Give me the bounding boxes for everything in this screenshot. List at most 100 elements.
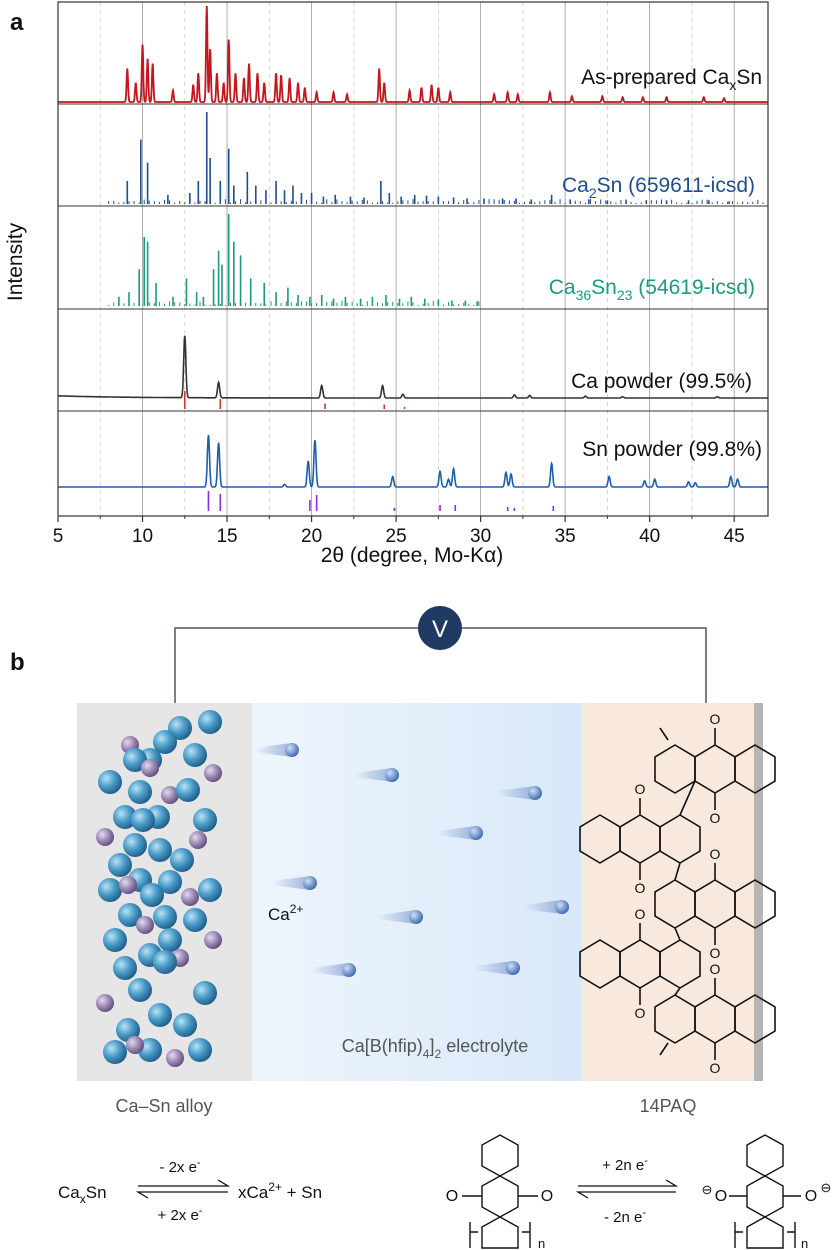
series-line [58,5,768,103]
ion-trail [311,963,349,977]
ion-trail [475,961,513,975]
sn-atom [113,805,137,829]
sn-atom [116,1018,140,1042]
voltmeter: V [418,606,462,650]
x-tick-label: 25 [386,526,407,547]
x-axis-label: 2θ (degree, Mo-Kα) [321,544,504,567]
sn-atom [153,950,177,974]
ion-trail [354,768,392,782]
ox-subscript-n: n [538,1236,545,1250]
voltmeter-symbol: V [432,616,448,643]
ca-atom [161,786,179,804]
ca-ion [285,743,299,757]
x-tick-label: 45 [724,526,745,547]
electrolyte-label: Ca[B(hfip)4]2 electrolyte [342,1036,528,1061]
ca-ion [555,900,569,914]
panel-a-label: a [10,9,24,36]
ca-atom [181,888,199,906]
plot-frame [57,1,769,517]
anode-reactant: CaxSn [58,1183,107,1206]
sn-atom [148,1003,172,1027]
ion-trail [438,826,476,840]
red-oxygen-left: O [715,1188,727,1205]
oxygen-1: O [710,711,721,727]
sn-atom [193,981,217,1005]
ca-atom [136,916,154,934]
cathode-backward-arrow [575,1191,676,1199]
x-tick-label: 10 [132,526,153,547]
label-sn-powder: Sn powder (99.8%) [582,438,762,461]
sn-atom [123,833,147,857]
polymer-structure [579,727,776,1060]
ca-atom [166,1049,184,1067]
oxygen-8: O [635,1005,646,1021]
aq-unit-1 [654,727,776,810]
y-axis-label: Intensity [4,222,27,301]
alloy-atoms [96,710,222,1067]
sn-atom [168,716,192,740]
label-ca36sn23: Ca36Sn23 (54619-icsd) [549,276,755,303]
sn-atom [158,928,182,952]
x-tick-label: 30 [470,526,491,547]
red-subscript-n: n [801,1236,808,1250]
ca-atom [119,876,137,894]
sn-atom [118,903,142,927]
cathode-region [582,703,754,1081]
ion-trail [497,786,535,800]
sn-atom [140,883,164,907]
ion-trail [254,743,292,757]
cathode-forward: + 2n e- [602,1155,648,1174]
sn-atom [153,905,177,929]
sn-atom [113,956,137,980]
label-ca-powder: Ca powder (99.5%) [571,370,752,393]
sn-atom [131,808,155,832]
anode-backward: + 2x e- [158,1205,203,1224]
ca-ion [506,961,520,975]
sn-atom [183,743,207,767]
anode-forward: - 2x e- [159,1157,201,1176]
cathode-equation: O O n + 2n e- - 2n e- ⊖ O O ⊖ n [446,1134,832,1250]
ox-oxygen-right: O [541,1188,553,1205]
current-collector [754,703,763,1081]
ca-atom [204,931,222,949]
red-oxygen-right: O [805,1188,817,1205]
sn-atom [198,710,222,734]
label-asprepared: As-prepared CaxSn [581,66,762,93]
cathode-forward-arrow [578,1179,679,1187]
cathode-label: 14PAQ [640,1096,697,1116]
voltmeter-circle [418,606,462,650]
sn-atom [183,908,207,932]
sn-atom [148,838,172,862]
oxygen-6: O [710,945,721,961]
x-tick-label: 40 [639,526,660,547]
sn-atom [193,808,217,832]
sn-atom [123,748,147,772]
series-group [58,5,769,488]
ca-ion [409,910,423,924]
ca-ion [385,768,399,782]
anode-product: xCa2+ + Sn [238,1180,322,1202]
ca-ion [303,876,317,890]
anode-label: Ca–Sn alloy [115,1096,212,1116]
oxygen-10: O [710,1060,721,1076]
ca-atom [126,1036,144,1054]
sn-atom [198,878,222,902]
anode-equation: CaxSn - 2x e- + 2x e- xCa2+ + Sn [58,1157,322,1224]
ca-atom [189,831,207,849]
sn-atom [103,928,127,952]
sn-atom [128,978,152,1002]
series-line [58,335,768,399]
ion-trail [378,910,416,924]
sn-atom [108,853,132,877]
ca-atom [204,764,222,782]
series-line [58,434,768,488]
sn-atom [153,730,177,754]
x-tick-label: 35 [555,526,576,547]
x-tick-label: 15 [216,526,237,547]
oxygen-5: O [710,846,721,862]
ion-trail [272,876,310,890]
sn-atom [128,780,152,804]
red-charge-right: ⊖ [821,1180,832,1195]
sn-atom [173,1013,197,1037]
calcium-ions [254,743,569,977]
